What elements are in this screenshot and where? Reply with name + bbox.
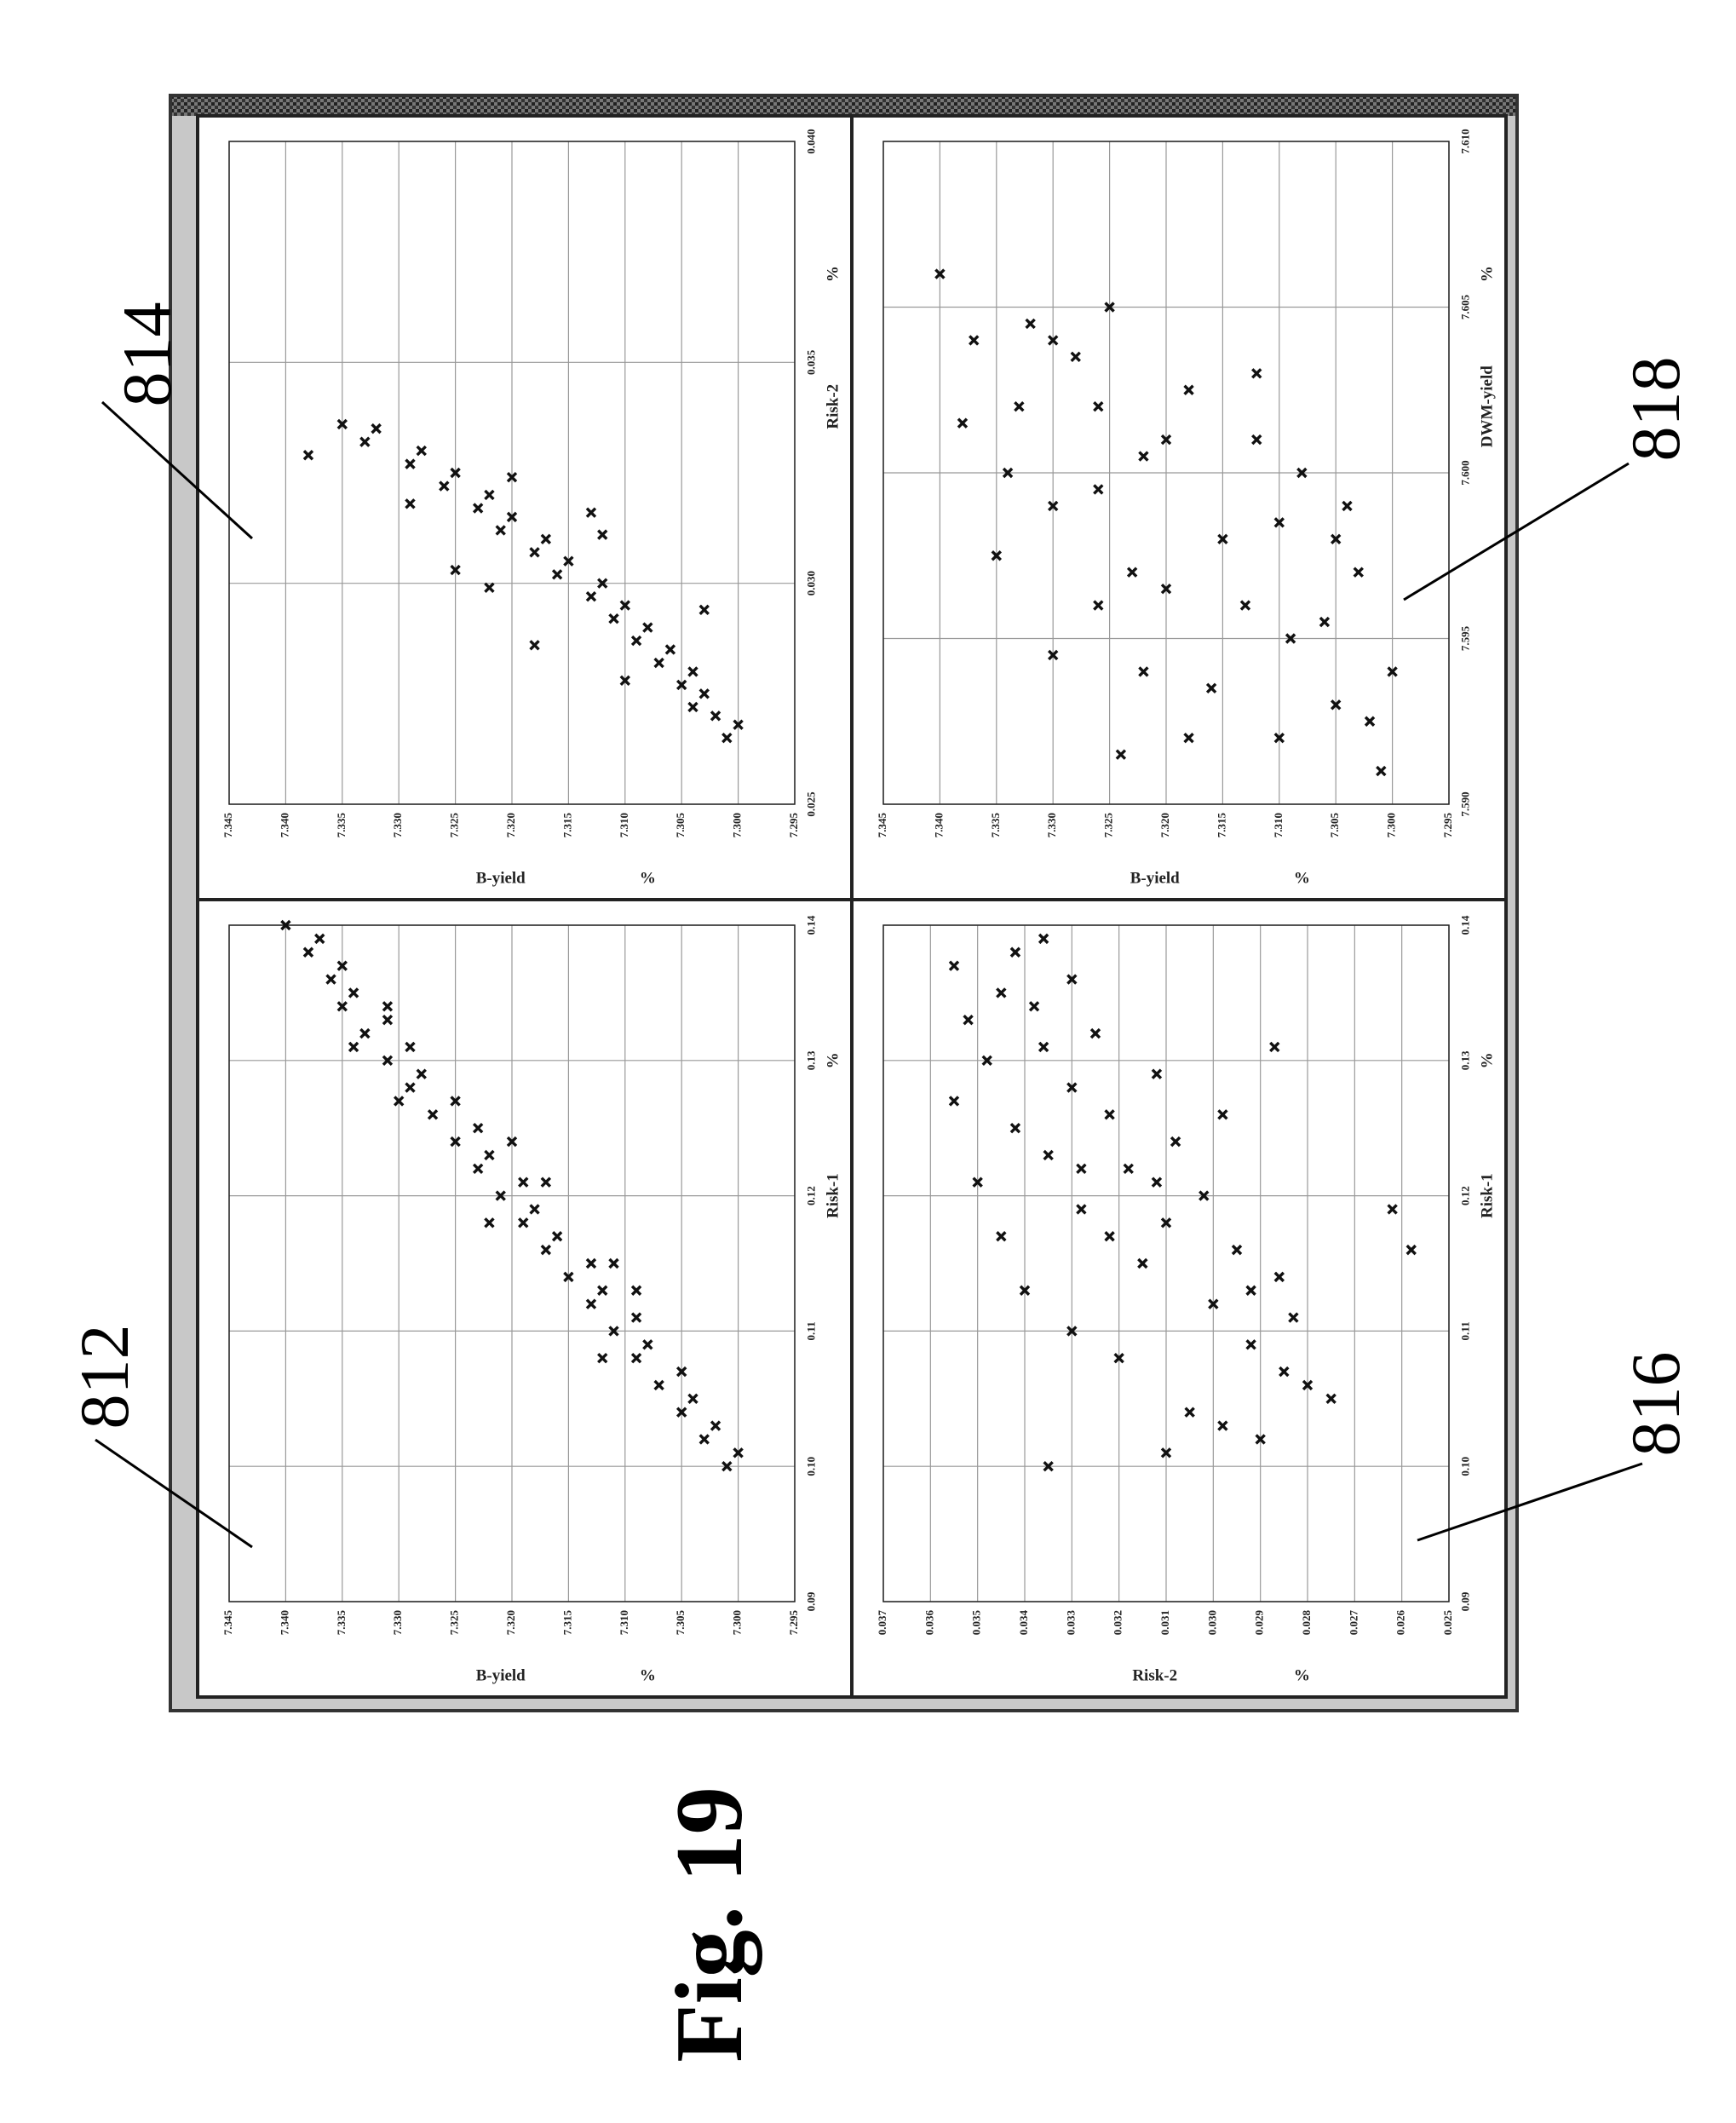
x-tick-label: 7.600	[1459, 460, 1472, 485]
x-axis-title: Risk-1	[824, 1173, 842, 1218]
y-tick-label: 7.295	[787, 813, 800, 838]
y-axis-unit: %	[640, 869, 656, 887]
x-tick-label: 0.09	[1459, 1591, 1472, 1611]
y-tick-label: 7.340	[278, 1610, 290, 1635]
y-axis-unit: %	[640, 1666, 656, 1684]
x-tick-label: 0.12	[1459, 1186, 1472, 1205]
y-axis-title: B-yield	[476, 1666, 526, 1684]
y-tick-label: 7.310	[618, 1610, 630, 1635]
y-tick-label: 7.335	[335, 813, 348, 838]
y-tick-label: 0.026	[1394, 1610, 1407, 1636]
reference-label: 818	[1617, 357, 1694, 462]
y-tick-label: 7.325	[1102, 813, 1115, 838]
x-axis-unit: %	[1478, 266, 1496, 282]
x-axis-unit: %	[824, 1052, 842, 1068]
y-tick-label: 0.034	[1017, 1610, 1030, 1636]
y-tick-label: 0.037	[876, 1610, 888, 1636]
y-tick-label: 0.028	[1300, 1610, 1313, 1636]
x-axis-unit: %	[1478, 1052, 1496, 1068]
reference-label: 816	[1617, 1352, 1694, 1457]
y-tick-label: 7.300	[731, 1610, 744, 1635]
y-tick-label: 7.340	[932, 813, 945, 837]
x-tick-label: 0.11	[1459, 1321, 1472, 1340]
y-tick-label: 0.036	[923, 1610, 935, 1636]
x-axis-unit: %	[824, 266, 842, 282]
y-tick-label: 7.320	[504, 813, 517, 837]
x-tick-label: 0.12	[805, 1186, 818, 1205]
y-tick-label: 0.025	[1441, 1610, 1454, 1636]
y-tick-label: 7.345	[221, 813, 234, 838]
y-axis-title: Risk-2	[1132, 1666, 1177, 1684]
reference-label: 814	[108, 302, 186, 407]
x-tick-label: 0.13	[805, 1050, 818, 1070]
y-tick-label: 7.305	[674, 813, 687, 838]
x-axis-title: DWM-yield	[1478, 365, 1496, 447]
y-tick-label: 0.030	[1205, 1610, 1218, 1635]
x-tick-label: 0.14	[1459, 915, 1472, 935]
y-tick-label: 7.335	[335, 1610, 348, 1636]
x-tick-label: 7.605	[1459, 294, 1472, 319]
y-tick-label: 7.300	[1385, 813, 1398, 837]
reference-label: 812	[66, 1325, 143, 1430]
y-tick-label: 7.335	[989, 813, 1002, 838]
y-tick-label: 7.345	[221, 1610, 234, 1636]
chart: 7.295 7.300 7.305 7.310 7.315 7.320 7.325 7.330…	[221, 915, 842, 1684]
chart: 0.025 0.026 0.027 0.028 0.029 0.030 0.031 0.032…	[876, 915, 1496, 1684]
figure-title: Fig. 19	[657, 1786, 762, 2063]
x-tick-label: 0.09	[805, 1591, 818, 1611]
x-tick-label: 0.035	[805, 349, 818, 375]
x-axis-title: Risk-1	[1478, 1173, 1496, 1218]
y-tick-label: 7.315	[560, 813, 573, 838]
y-axis-unit: %	[1294, 869, 1310, 887]
x-tick-label: 0.040	[805, 129, 818, 153]
x-tick-label: 0.10	[1459, 1457, 1472, 1476]
y-axis-title: B-yield	[476, 869, 526, 887]
y-tick-label: 7.300	[731, 813, 744, 837]
y-tick-label: 7.330	[1045, 813, 1058, 837]
y-tick-label: 7.330	[391, 813, 404, 837]
y-tick-label: 7.345	[876, 813, 888, 838]
x-tick-label: 7.610	[1459, 129, 1472, 153]
chart: 7.295 7.300 7.305 7.310 7.315 7.320 7.325 7.330…	[876, 129, 1496, 887]
x-tick-label: 7.595	[1459, 625, 1472, 651]
y-tick-label: 0.029	[1253, 1610, 1266, 1636]
y-tick-label: 0.032	[1112, 1610, 1124, 1635]
x-tick-label: 0.11	[805, 1321, 818, 1340]
y-tick-label: 7.315	[1215, 813, 1227, 838]
x-tick-label: 0.13	[1459, 1050, 1472, 1070]
y-axis-unit: %	[1294, 1666, 1310, 1684]
y-tick-label: 7.295	[787, 1610, 800, 1636]
x-axis-title: Risk-2	[824, 384, 842, 429]
chart: 7.295 7.300 7.305 7.310 7.315 7.320 7.325 7.330…	[221, 129, 842, 887]
y-tick-label: 7.305	[1328, 813, 1341, 838]
y-tick-label: 0.035	[970, 1610, 983, 1636]
y-tick-label: 7.310	[618, 813, 630, 837]
y-tick-label: 0.031	[1158, 1610, 1171, 1635]
y-tick-label: 7.295	[1441, 813, 1454, 838]
x-tick-label: 0.025	[805, 791, 818, 817]
y-tick-label: 7.315	[560, 1610, 573, 1636]
x-tick-label: 0.14	[805, 915, 818, 935]
title-strip	[172, 97, 1515, 116]
x-tick-label: 0.030	[805, 571, 818, 595]
y-tick-label: 0.033	[1064, 1610, 1077, 1636]
y-tick-label: 7.310	[1272, 813, 1285, 837]
y-tick-label: 0.027	[1347, 1610, 1359, 1636]
y-tick-label: 7.305	[674, 1610, 687, 1636]
y-tick-label: 7.320	[504, 1610, 517, 1635]
y-tick-label: 7.340	[278, 813, 290, 837]
y-tick-label: 7.325	[448, 813, 461, 838]
y-tick-label: 7.330	[391, 1610, 404, 1635]
y-tick-label: 7.320	[1158, 813, 1171, 837]
figure-page: Fig. 19 7.2957.3007.3057.3107.3157.3207.…	[0, 0, 1736, 2123]
y-tick-label: 7.325	[448, 1610, 461, 1636]
x-tick-label: 7.590	[1459, 791, 1472, 816]
y-axis-title: B-yield	[1130, 869, 1180, 887]
x-tick-label: 0.10	[805, 1457, 818, 1476]
